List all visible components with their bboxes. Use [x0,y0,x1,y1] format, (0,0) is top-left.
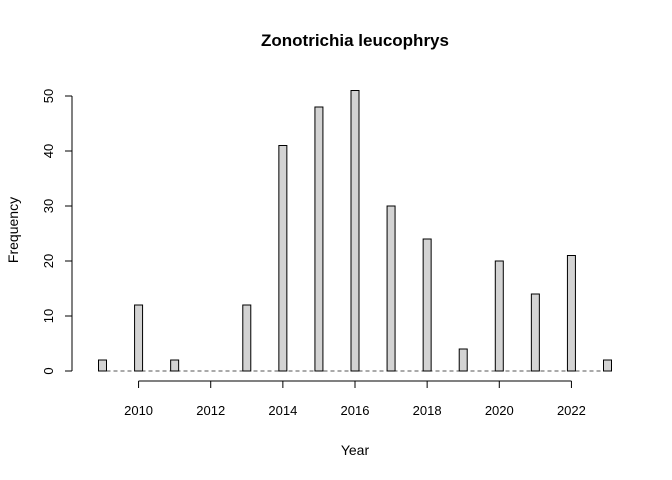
bar-2020 [494,260,504,372]
x-tick-label-2022: 2022 [557,403,586,418]
bar-2015 [314,106,324,372]
bar-2011 [170,359,180,372]
x-axis: 2010 2012 2014 2016 2018 2020 2022 [124,380,586,418]
y-tick-label-30: 30 [41,199,56,213]
bar-2018 [422,238,432,372]
y-tick-label-40: 40 [41,144,56,158]
y-axis: 0 10 20 30 40 50 [41,89,73,375]
bar-2016 [350,90,360,372]
bar-2009 [98,359,107,372]
bar-2019 [458,348,468,372]
x-tick-label-2010: 2010 [124,403,153,418]
bar-2017 [386,205,396,372]
x-tick-label-2018: 2018 [413,403,442,418]
x-tick-label-2012: 2012 [196,403,225,418]
bar-2014 [278,145,288,372]
bar-2023 [603,359,612,372]
y-tick-label-10: 10 [41,309,56,323]
y-tick-label-20: 20 [41,254,56,268]
chart-title: Zonotrichia leucophrys [261,31,449,50]
y-tick-label-0: 0 [41,367,56,374]
bar-2010 [134,304,144,372]
x-tick-label-2014: 2014 [268,403,297,418]
bar-2021 [530,293,540,372]
x-axis-label: Year [341,442,370,458]
bar-2022 [566,255,576,372]
bar-2013 [242,304,252,372]
bars-group [98,90,612,372]
y-tick-label-50: 50 [41,89,56,103]
x-tick-label-2020: 2020 [485,403,514,418]
y-axis-label: Frequency [5,197,21,263]
x-tick-label-2016: 2016 [341,403,370,418]
